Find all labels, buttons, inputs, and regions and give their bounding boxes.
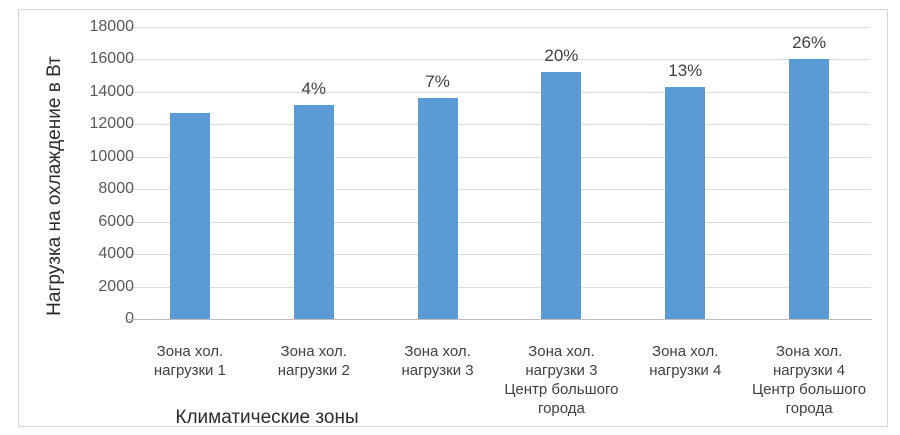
x-category-label: Зона хол. нагрузки 1 [125, 342, 255, 380]
x-category-label-line: города [537, 400, 585, 417]
x-category-label-line: нагрузки 4 [649, 362, 722, 379]
x-category-label: Зона хол. нагрузки 2 [249, 342, 379, 380]
bar [541, 72, 582, 319]
bar-data-label: 26% [792, 33, 827, 53]
x-category-label-line: Зона хол. [652, 343, 719, 360]
y-gridline [128, 189, 871, 191]
y-tick-label: 16000 [89, 50, 135, 68]
x-axis-title: Климатические зоны [175, 407, 359, 428]
x-category-label-line: города [785, 400, 833, 417]
x-category-label-line: нагрузки 4 [773, 362, 846, 379]
y-gridline [128, 221, 871, 223]
x-category-label-line: нагрузки 3 [401, 362, 474, 379]
x-category-label-line: Зона хол. [528, 343, 595, 360]
x-axis-line [128, 319, 872, 320]
y-gridline [128, 27, 871, 28]
chart-frame: 0 2000 4000 6000 8000 10000 12000 14000 16000 180… [18, 9, 888, 428]
y-tick-label: 12000 [89, 115, 135, 133]
x-category-label-line: нагрузки 2 [277, 362, 350, 379]
x-category-label-line: Зона хол. [280, 343, 347, 360]
bar [417, 98, 458, 319]
y-tick-label: 4000 [98, 245, 134, 263]
y-tick-label: 6000 [98, 212, 134, 230]
y-tick-label: 2000 [98, 277, 134, 295]
x-category-label: Зона хол. нагрузки 3 [373, 342, 503, 380]
x-category-label-line: Зона хол. [156, 343, 224, 360]
y-gridline [128, 254, 871, 256]
y-tick-label: 18000 [89, 18, 135, 35]
bar-data-label: 20% [544, 46, 579, 66]
bar [665, 87, 706, 319]
x-category-label: Зона хол. нагрузки 4 Центр большого города [744, 342, 874, 418]
y-tick-label: 8000 [98, 180, 134, 198]
y-tick-label: 10000 [89, 147, 135, 165]
bar-data-label: 7% [425, 72, 450, 92]
y-gridline [128, 91, 871, 93]
x-category-label-line: нагрузки 3 [525, 362, 598, 379]
x-category-label-line: Зона хол. [775, 343, 843, 360]
y-gridline [128, 286, 871, 288]
x-category-label-line: Зона хол. [404, 343, 471, 360]
x-category-label: Зона хол. нагрузки 4 [620, 342, 750, 380]
bar-data-label: 4% [301, 78, 327, 98]
bar [789, 59, 830, 319]
y-gridline [128, 124, 871, 126]
y-gridline [128, 156, 871, 158]
bar [293, 104, 334, 319]
y-axis-title: Нагрузка на охлаждение в Вт [44, 56, 65, 316]
bar [169, 112, 210, 319]
y-tick-label: 14000 [89, 82, 135, 100]
x-category-label-line: Центр большого [752, 381, 867, 398]
x-category-label-line: Центр большого [504, 381, 619, 398]
x-category-label: Зона хол. нагрузки 3 Центр большого города [496, 342, 626, 418]
y-tick-label: 0 [69, 310, 134, 328]
bar-data-label: 13% [668, 61, 703, 81]
y-gridline [128, 59, 871, 61]
x-category-label-line: нагрузки 1 [153, 362, 226, 379]
